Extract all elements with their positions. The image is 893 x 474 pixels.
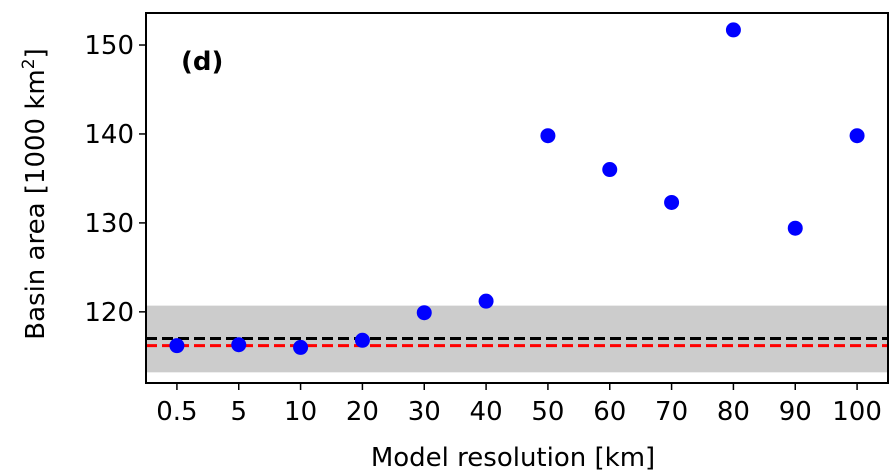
- data-point-0.5: [169, 338, 185, 354]
- x-tick-label: 100: [832, 397, 882, 427]
- x-tick-label: 40: [470, 397, 503, 427]
- x-tick-label: 90: [779, 397, 812, 427]
- y-ticks: 120 130 140 150: [84, 31, 146, 328]
- y-tick-label: 130: [84, 209, 134, 239]
- x-axis-label: Model resolution [km]: [371, 443, 655, 473]
- x-tick-label: 50: [531, 397, 564, 427]
- data-point-40: [478, 293, 494, 309]
- y-tick-label: 120: [84, 298, 134, 328]
- x-tick-label: 60: [593, 397, 626, 427]
- y-axis-label-main: Basin area [1000 km: [21, 69, 51, 340]
- x-tick-label: 10: [284, 397, 317, 427]
- x-tick-label: 0.5: [156, 397, 197, 427]
- reference-lines-layer: [146, 337, 888, 348]
- data-point-20: [354, 332, 370, 348]
- data-point-70: [664, 194, 680, 210]
- x-tick-label: 80: [717, 397, 750, 427]
- data-point-60: [602, 162, 618, 178]
- data-points-layer: [169, 22, 865, 355]
- data-point-50: [540, 128, 556, 144]
- data-point-30: [416, 305, 432, 321]
- panel-label: (d): [181, 47, 223, 77]
- x-tick-label: 30: [408, 397, 441, 427]
- y-tick-label: 140: [84, 120, 134, 150]
- x-tick-label: 20: [346, 397, 379, 427]
- data-point-10: [293, 339, 309, 355]
- data-point-5: [231, 337, 247, 353]
- y-axis-label-superscript: 2: [19, 58, 39, 69]
- y-tick-label: 150: [84, 31, 134, 61]
- x-tick-label: 70: [655, 397, 688, 427]
- y-axis-label-close: ]: [21, 48, 51, 58]
- data-point-80: [725, 22, 741, 38]
- x-ticks: 0.5 5 10 20 30 40 50 60 70 80 90 100: [156, 383, 882, 427]
- x-tick-label: 5: [230, 397, 247, 427]
- data-point-90: [787, 220, 803, 236]
- data-point-100: [849, 128, 865, 144]
- y-axis-label: Basin area [1000 km2]: [19, 48, 51, 339]
- plot-frame: [145, 12, 889, 384]
